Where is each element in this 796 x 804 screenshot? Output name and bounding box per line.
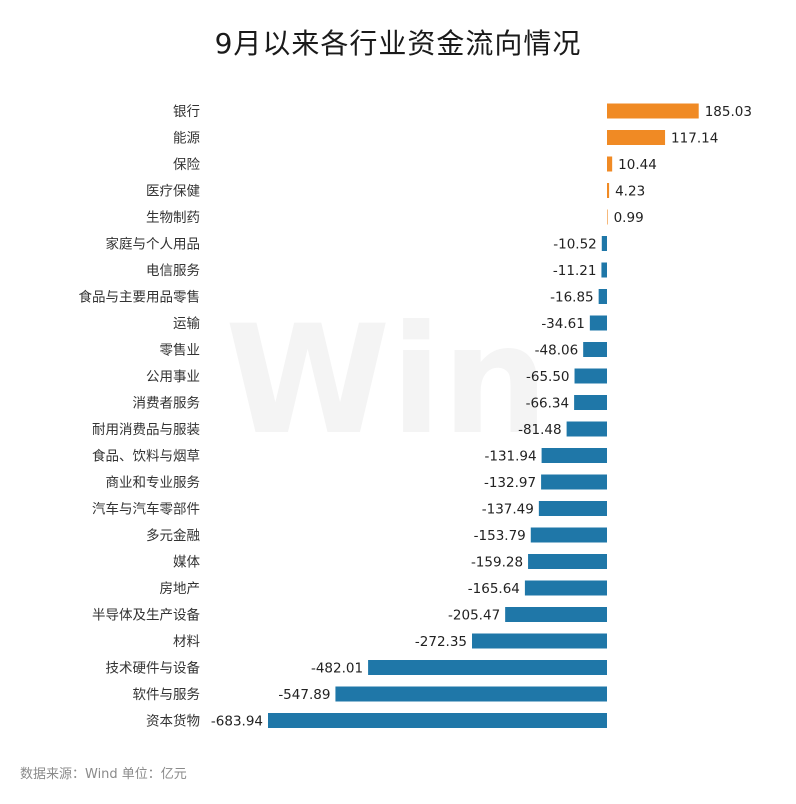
category-label-23: 资本货物 [146,713,200,730]
value-label-21: -482.01 [311,661,363,677]
category-label-13: 食品、饮料与烟草 [92,448,200,465]
value-label-18: -165.64 [468,581,520,597]
value-label-8: -34.61 [541,316,585,332]
bar-1 [607,130,666,145]
bar-9 [583,342,607,357]
category-label-12: 耐用消费品与服装 [92,422,200,438]
category-label-22: 软件与服务 [133,687,201,703]
bar-2 [607,156,613,172]
category-label-15: 汽车与汽车零部件 [92,501,200,518]
value-label-13: -131.94 [484,449,536,465]
bar-8 [589,315,607,331]
bar-11 [574,395,607,410]
category-label-9: 零售业 [160,343,201,359]
category-label-18: 房地产 [160,581,201,597]
value-label-23: -683.94 [211,714,263,730]
category-label-8: 运输 [173,316,200,332]
bar-18 [524,580,607,596]
bar-23 [268,713,607,728]
bar-14 [541,474,607,490]
category-label-11: 消费者服务 [133,396,201,412]
value-label-19: -205.47 [448,608,500,624]
bar-12 [566,421,607,437]
category-label-5: 家庭与个人用品 [106,236,201,253]
bar-4 [607,209,608,225]
category-label-3: 医疗保健 [146,184,200,200]
bar-15 [538,501,607,516]
value-label-2: 10.44 [618,157,657,173]
value-label-0: 185.03 [705,104,752,120]
bar-13 [541,448,607,463]
value-label-4: 0.99 [614,210,644,226]
category-label-16: 多元金融 [146,527,200,544]
bar-21 [368,660,607,675]
value-label-12: -81.48 [518,422,562,438]
value-label-22: -547.89 [278,687,330,703]
category-label-6: 电信服务 [146,263,200,279]
bar-5 [601,236,607,251]
value-label-11: -66.34 [526,396,570,412]
bar-3 [607,183,610,198]
value-label-5: -10.52 [553,237,597,253]
category-label-1: 能源 [173,131,200,147]
bar-17 [528,554,607,569]
bar-20 [472,633,607,649]
value-label-10: -65.50 [526,369,570,385]
bars-layer: 银行 185.03 能源 117.14 保险 10.44 医疗保健 4.23 生物制药 0.99 家… [79,103,752,730]
value-label-3: 4.23 [615,184,645,200]
value-label-7: -16.85 [550,290,594,306]
value-label-20: -272.35 [415,634,467,650]
category-label-7: 食品与主要用品零售 [79,289,201,306]
category-label-17: 媒体 [173,555,200,571]
bar-10 [574,368,607,384]
watermark: Win [225,294,549,468]
value-label-17: -159.28 [471,555,523,571]
value-label-14: -132.97 [484,475,536,491]
bar-6 [601,262,607,278]
value-label-9: -48.06 [535,343,579,359]
source-note: 数据来源：Wind 单位：亿元 [20,767,187,782]
bar-0 [607,103,699,119]
category-label-14: 商业和专业服务 [106,475,201,491]
bar-16 [530,527,607,543]
chart-title: 9月以来各行业资金流向情况 [214,27,582,60]
bar-7 [598,289,607,304]
category-label-20: 材料 [173,634,200,650]
bar-22 [335,686,607,702]
value-label-1: 117.14 [671,131,718,147]
category-label-4: 生物制药 [146,210,200,226]
category-label-10: 公用事业 [146,369,200,385]
value-label-15: -137.49 [482,502,534,518]
bar-19 [505,607,607,622]
category-label-0: 银行 [173,104,200,120]
category-label-2: 保险 [173,157,200,173]
category-label-19: 半导体及生产设备 [92,607,200,624]
value-label-6: -11.21 [553,263,597,279]
value-label-16: -153.79 [474,528,526,544]
category-label-21: 技术硬件与设备 [106,660,201,677]
